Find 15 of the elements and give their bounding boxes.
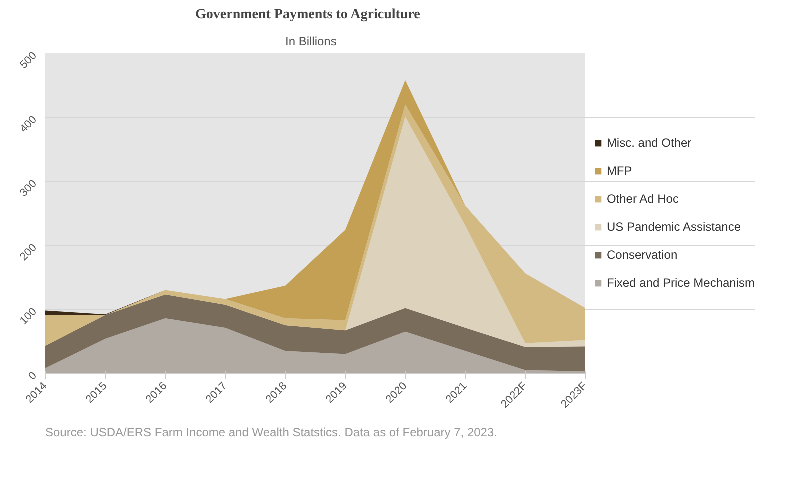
y-tick-label: 400	[18, 114, 40, 136]
y-tick-label: 200	[18, 242, 40, 264]
legend-label: US Pandemic Assistance	[606, 220, 741, 234]
y-tick-label: 300	[18, 178, 40, 200]
source-note: Source: USDA/ERS Farm Income and Wealth Statstics. Data as of February 7, 2023.	[46, 426, 498, 440]
legend-label: Misc. and Other	[606, 136, 692, 150]
legend-label: MFP	[606, 164, 632, 178]
legend-label: Fixed and Price Mechanism	[606, 276, 755, 290]
chart-title: Government Payments to Agriculture	[196, 8, 420, 22]
y-tick-label: 0	[26, 370, 40, 383]
chart-subtitle: In Billions	[286, 34, 337, 48]
legend-label: Conservation	[606, 248, 678, 262]
y-tick-label: 100	[18, 306, 40, 328]
legend-label: Other Ad Hoc	[606, 192, 679, 206]
y-tick-label: 500	[18, 50, 40, 72]
